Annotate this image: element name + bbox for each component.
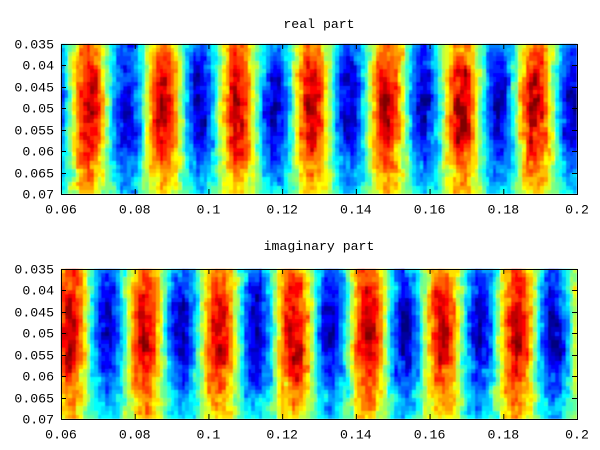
svg-text:0.08: 0.08 [119,428,151,443]
svg-text:0.14: 0.14 [340,203,372,218]
svg-text:0.2: 0.2 [565,203,589,218]
svg-text:0.06: 0.06 [45,203,77,218]
svg-text:0.08: 0.08 [119,203,151,218]
svg-text:0.12: 0.12 [266,203,298,218]
svg-text:0.04: 0.04 [22,59,54,74]
svg-text:0.045: 0.045 [14,306,54,321]
svg-text:0.06: 0.06 [45,428,77,443]
svg-text:0.16: 0.16 [414,203,446,218]
svg-text:0.18: 0.18 [487,428,519,443]
svg-text:0.14: 0.14 [340,428,372,443]
svg-text:0.12: 0.12 [266,428,298,443]
svg-text:0.07: 0.07 [22,413,54,428]
svg-text:0.16: 0.16 [414,428,446,443]
svg-text:0.1: 0.1 [197,428,221,443]
svg-text:0.1: 0.1 [197,203,221,218]
svg-text:0.045: 0.045 [14,81,54,96]
svg-text:0.06: 0.06 [22,370,54,385]
svg-text:0.05: 0.05 [22,327,54,342]
svg-text:0.04: 0.04 [22,284,54,299]
svg-text:0.065: 0.065 [14,392,54,407]
svg-text:0.065: 0.065 [14,167,54,182]
svg-text:0.2: 0.2 [565,428,589,443]
svg-text:0.035: 0.035 [14,263,54,278]
svg-text:0.07: 0.07 [22,188,54,203]
svg-text:real part: real part [283,17,354,32]
svg-text:0.055: 0.055 [14,349,54,364]
svg-text:0.055: 0.055 [14,124,54,139]
svg-text:imaginary part: imaginary part [264,239,375,254]
svg-text:0.05: 0.05 [22,102,54,117]
svg-text:0.06: 0.06 [22,145,54,160]
svg-text:0.18: 0.18 [487,203,519,218]
svg-text:0.035: 0.035 [14,38,54,53]
